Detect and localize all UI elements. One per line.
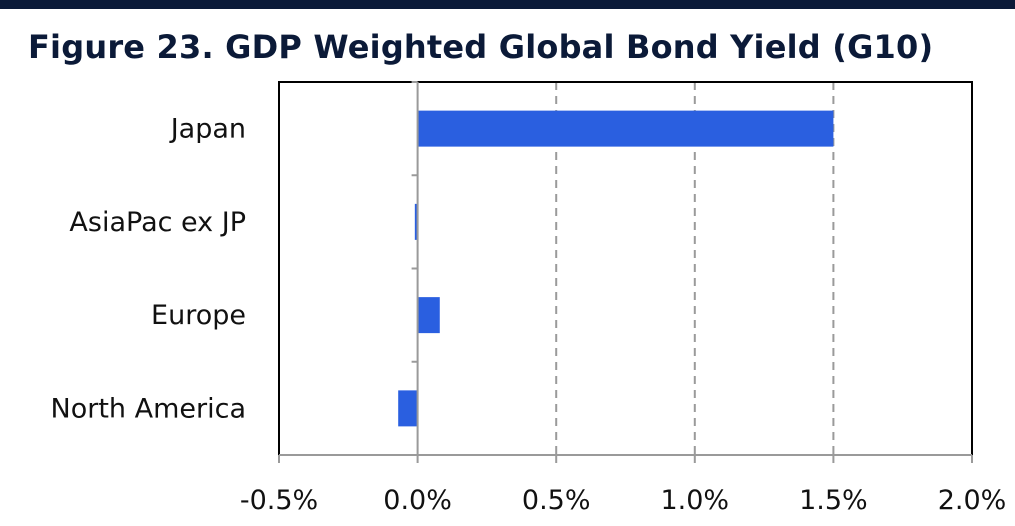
bar-japan: [417, 110, 834, 147]
top-rule: [0, 0, 1015, 9]
x-tick-label-2: 0.5%: [522, 485, 591, 516]
x-tick-label-5: 2.0%: [938, 485, 1007, 516]
category-label-3: North America: [51, 393, 246, 424]
category-label-0: Japan: [169, 114, 246, 145]
x-tick-label-1: 0.0%: [383, 485, 452, 516]
x-tick-label-4: 1.5%: [799, 485, 868, 516]
x-tick-label-3: 1.0%: [660, 485, 729, 516]
category-label-1: AsiaPac ex JP: [69, 207, 246, 238]
bar-asiapac-ex-jp: [414, 203, 418, 240]
bar-north-america: [398, 390, 418, 427]
bar-europe: [417, 297, 440, 334]
chart-title: Figure 23. GDP Weighted Global Bond Yiel…: [28, 28, 934, 66]
x-tick-label-0: -0.5%: [240, 485, 318, 516]
category-label-2: Europe: [151, 300, 246, 331]
